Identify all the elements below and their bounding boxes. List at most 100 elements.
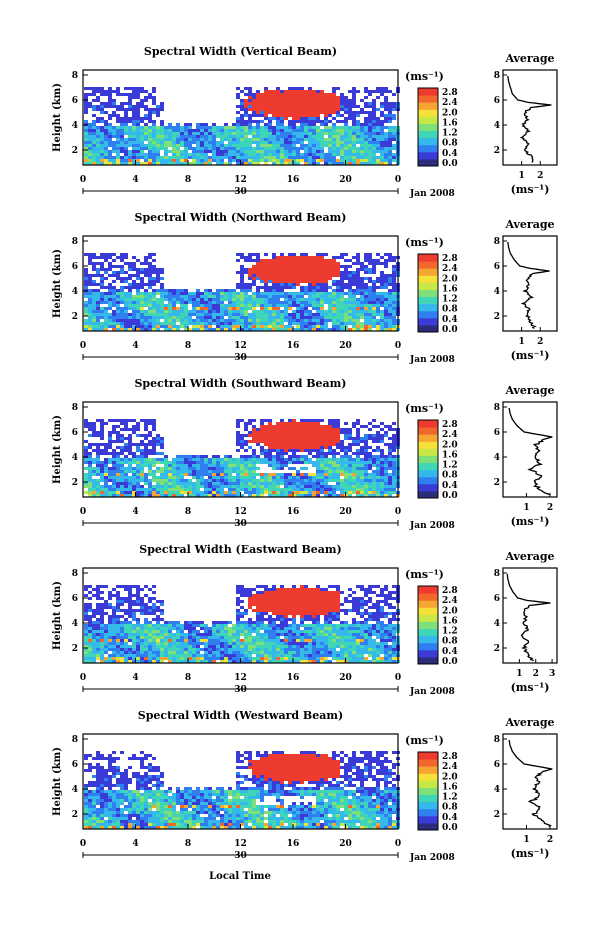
avg-x-tick-label: 2 (547, 835, 553, 845)
avg-x-tick-label: 1 (523, 503, 529, 513)
avg-unit: (ms⁻¹) (511, 515, 550, 528)
x-tick-label: 16 (287, 341, 300, 351)
colorbar-tick-label: 0.8 (442, 471, 458, 481)
x-tick-label: 0 (80, 341, 86, 351)
colorbar-segment (418, 822, 438, 831)
colorbar-segment (418, 773, 438, 781)
date-label: Jan 2008 (409, 687, 455, 697)
colorbar-frame (417, 751, 439, 831)
avg-y-tick-label: 4 (494, 619, 500, 629)
avg-title: Average (504, 52, 554, 65)
panel-title: Spectral Width (Westward Beam) (138, 709, 343, 722)
colorbar-segment (418, 600, 438, 608)
colorbar-tick-label: 2.8 (442, 586, 458, 596)
y-tick-label: 2 (72, 312, 78, 322)
x-tick-label: 0 (80, 673, 86, 683)
x-tick-label: 16 (287, 175, 300, 185)
colorbar-tick-label: 2.0 (442, 440, 458, 450)
colorbar-tick-label: 1.2 (442, 793, 458, 803)
y-tick-label: 6 (72, 262, 78, 272)
colorbar-tick-label: 2.8 (442, 254, 458, 264)
colorbar-segment (418, 787, 438, 796)
avg-frame (502, 567, 558, 664)
date-day-label: 30 (234, 851, 247, 861)
colorbar-segment (418, 614, 438, 622)
colorbar-tick-label: 0.4 (442, 647, 458, 657)
avg-x-tick-label: 1 (518, 171, 524, 181)
date-label: Jan 2008 (409, 521, 455, 531)
colorbar-segment (418, 420, 438, 428)
panel-1: Spectral Width (Vertical Beam) 2 4 6 8 Height… (52, 45, 558, 199)
avg-unit: (ms⁻¹) (511, 183, 550, 196)
colorbar-unit: (ms⁻¹) (405, 402, 444, 415)
panel-5: Spectral Width (Westward Beam) 2 4 6 8 Height… (52, 709, 558, 863)
avg-title: Average (504, 384, 554, 397)
colorbar-segment (418, 427, 438, 435)
colorbar-tick-label: 1.6 (442, 284, 458, 294)
colorbar-segment (418, 434, 438, 442)
colorbar-segment (418, 324, 438, 333)
colorbar-segment (418, 130, 438, 139)
colorbar-tick-label: 2.4 (442, 430, 458, 440)
colorbar-tick-label: 2.0 (442, 274, 458, 284)
panel-3: Spectral Width (Southward Beam) 2 4 6 8 Heigh… (52, 377, 558, 531)
colorbar-segment (418, 808, 438, 817)
colorbar-segment (418, 261, 438, 269)
x-tick-label: 0 (395, 175, 401, 185)
y-axis-label: Height (km) (52, 415, 63, 484)
colorbar-segment (418, 801, 438, 810)
date-day-label: 30 (234, 519, 247, 529)
x-tick-label: 16 (287, 839, 300, 849)
y-tick-label: 6 (72, 96, 78, 106)
y-tick-label: 8 (72, 735, 78, 745)
colorbar-segment (418, 642, 438, 651)
heatmap-cells (84, 585, 400, 663)
avg-y-tick-label: 2 (494, 146, 500, 156)
heatmap-cells (84, 253, 400, 331)
colorbar-tick-label: 0.4 (442, 813, 458, 823)
colorbar-segment (418, 462, 438, 471)
panel-title: Spectral Width (Southward Beam) (134, 377, 346, 390)
y-axis-label: Height (km) (52, 747, 63, 816)
colorbar-segment (418, 586, 438, 594)
avg-x-tick-label: 3 (549, 669, 555, 679)
avg-y-tick-label: 6 (494, 760, 500, 770)
colorbar-segment (418, 476, 438, 485)
colorbar-tick-label: 0.0 (442, 823, 458, 833)
panel-title: Spectral Width (Northward Beam) (135, 211, 347, 224)
x-tick-label: 20 (339, 507, 352, 517)
x-tick-label: 0 (80, 175, 86, 185)
x-tick-label: 12 (234, 175, 247, 185)
colorbar-tick-label: 0.4 (442, 149, 458, 159)
x-tick-label: 8 (185, 341, 191, 351)
avg-y-tick-label: 4 (494, 121, 500, 131)
y-tick-label: 4 (72, 785, 78, 795)
x-tick-label: 12 (234, 839, 247, 849)
colorbar-tick-label: 0.0 (442, 159, 458, 169)
colorbar-segment (418, 649, 438, 658)
x-tick-label: 20 (339, 175, 352, 185)
colorbar-segment (418, 766, 438, 774)
y-tick-label: 4 (72, 619, 78, 629)
avg-y-tick-label: 2 (494, 810, 500, 820)
x-tick-label: 16 (287, 673, 300, 683)
avg-frame (502, 733, 558, 830)
x-tick-label: 0 (395, 839, 401, 849)
colorbar-segment (418, 317, 438, 326)
colorbar-tick-label: 2.0 (442, 606, 458, 616)
colorbar-segment (418, 780, 438, 788)
colorbar-unit: (ms⁻¹) (405, 236, 444, 249)
avg-y-tick-label: 6 (494, 594, 500, 604)
colorbar-frame (417, 419, 439, 499)
colorbar-segment (418, 123, 438, 132)
y-tick-label: 6 (72, 760, 78, 770)
avg-profile-line (508, 739, 553, 828)
colorbar-tick-label: 2.0 (442, 108, 458, 118)
colorbar-unit: (ms⁻¹) (405, 70, 444, 83)
avg-y-tick-label: 4 (494, 453, 500, 463)
avg-y-tick-label: 2 (494, 312, 500, 322)
avg-frame (502, 401, 558, 498)
heatmap-cells (84, 419, 400, 497)
colorbar-segment (418, 144, 438, 153)
colorbar-tick-label: 1.6 (442, 782, 458, 792)
